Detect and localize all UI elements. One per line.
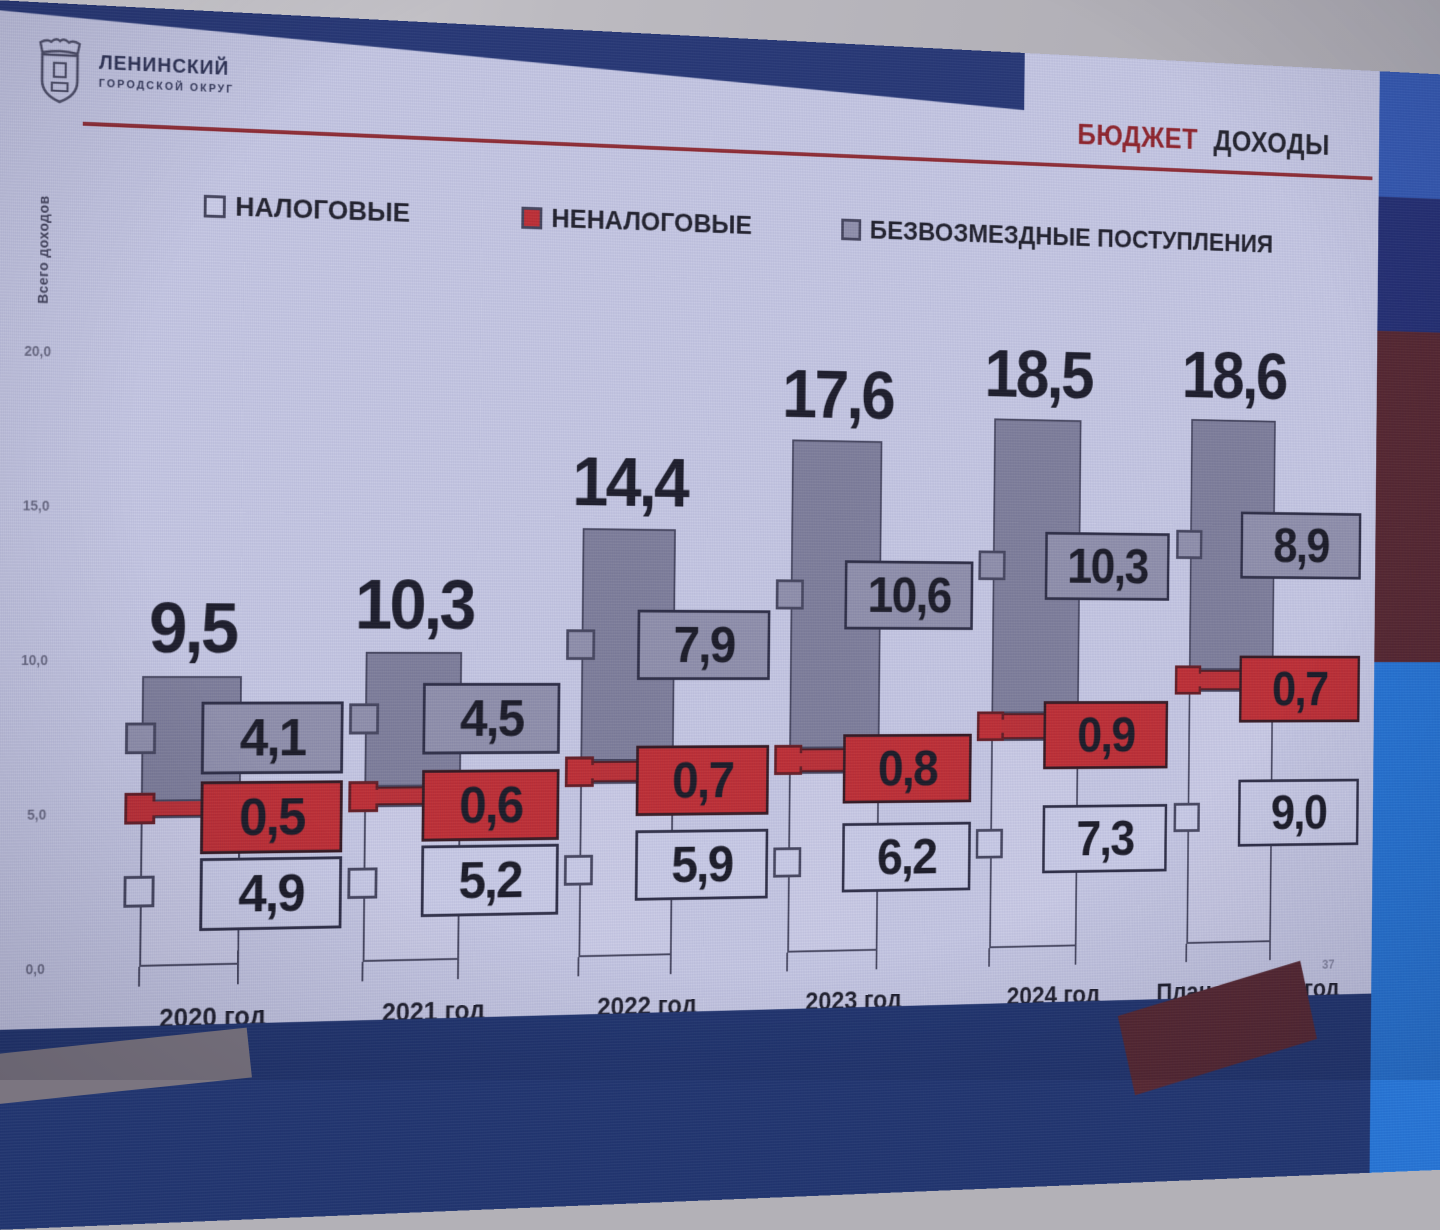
marker-tax-icon (1173, 802, 1200, 832)
value-box-grants: 8,9 (1240, 511, 1362, 580)
marker-tax-icon (123, 875, 155, 908)
value-box-grants: 4,1 (200, 701, 344, 775)
marker-tax-icon (563, 854, 594, 886)
marker-grants-icon (348, 703, 380, 735)
nontax-connector (799, 753, 845, 767)
value-box-grants: 10,6 (844, 559, 974, 630)
marker-nontax-icon (348, 780, 379, 812)
axis-tick (786, 952, 789, 972)
bar-total: 9,5 (148, 588, 237, 668)
value-box-tax: 5,9 (634, 828, 769, 901)
axis-tick (577, 957, 580, 977)
marker-grants-icon (1176, 530, 1203, 560)
marker-grants-icon (775, 579, 804, 610)
value-box-grants: 10,3 (1044, 531, 1170, 601)
value-box-grants: 7,9 (636, 609, 771, 680)
nontax-connector (1198, 673, 1242, 687)
value-box-tax: 9,0 (1237, 778, 1359, 847)
coat-of-arms-icon (39, 38, 82, 104)
bar-total: 17,6 (781, 356, 894, 435)
value-box-grants: 4,5 (422, 683, 561, 755)
marker-grants-icon (124, 722, 157, 755)
value-box-tax: 4,9 (199, 856, 343, 932)
bar-total: 18,6 (1181, 339, 1287, 415)
marker-tax-icon (975, 828, 1004, 859)
bar-total: 10,3 (354, 565, 475, 645)
nontax-connector (152, 801, 203, 816)
value-box-nontax: 0,8 (842, 734, 972, 804)
value-box-nontax: 0,7 (1238, 655, 1361, 723)
page-number: 37 (1322, 956, 1335, 972)
value-box-nontax: 0,9 (1043, 700, 1169, 770)
nontax-connector (1001, 719, 1046, 733)
axis-tick (988, 948, 991, 967)
logo: ЛЕНИНСКИЙ ГОРОДСКОЙ ОКРУГ (34, 32, 235, 112)
marker-grants-icon (566, 629, 596, 660)
marker-tax-icon (773, 847, 802, 878)
value-box-tax: 5,2 (420, 843, 559, 917)
marker-nontax-icon (564, 756, 594, 788)
value-box-nontax: 0,6 (421, 768, 560, 842)
nontax-connector (591, 764, 638, 779)
value-box-nontax: 0,7 (635, 745, 770, 817)
value-box-tax: 7,3 (1042, 803, 1168, 874)
backdrop-blue-strip (1378, 71, 1440, 204)
backdrop-bright-blue-strip (1369, 662, 1440, 1173)
marker-nontax-icon (976, 711, 1005, 741)
marker-grants-icon (978, 550, 1006, 581)
marker-tax-icon (347, 867, 378, 900)
backdrop-maroon-strip (1374, 330, 1440, 663)
marker-nontax-icon (1174, 665, 1202, 695)
slide: ЛЕНИНСКИЙ ГОРОДСКОЙ ОКРУГ БЮДЖЕТ ДОХОДЫ … (0, 0, 1380, 1230)
axis-tick (1185, 943, 1188, 963)
bar-total: 14,4 (571, 443, 688, 522)
marker-nontax-icon (774, 745, 803, 776)
value-box-nontax: 0,5 (200, 780, 343, 855)
axis-tick (138, 966, 141, 987)
value-box-tax: 6,2 (841, 821, 971, 893)
bar-total: 18,5 (984, 336, 1093, 413)
axis-tick (361, 961, 364, 982)
nontax-connector (375, 788, 424, 803)
backdrop-navy-strip (1377, 196, 1440, 336)
marker-nontax-icon (124, 792, 156, 825)
